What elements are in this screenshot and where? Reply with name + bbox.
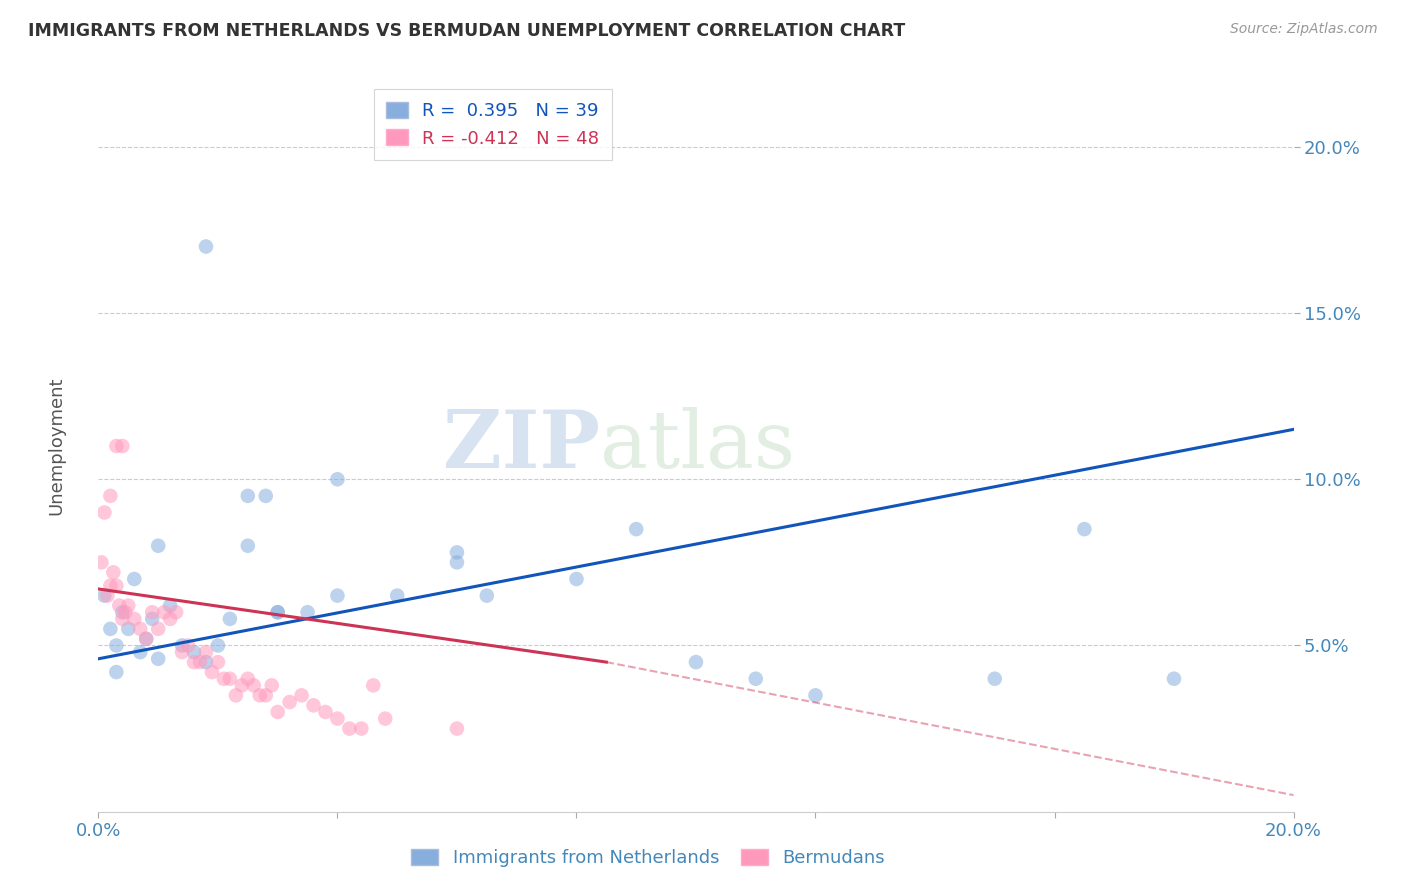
Point	[339, 722, 360, 736]
Point	[475, 589, 498, 603]
Point	[98, 622, 122, 636]
Point	[188, 655, 211, 669]
Point	[624, 522, 647, 536]
Point	[194, 645, 218, 659]
Point	[446, 722, 468, 736]
Point	[685, 655, 707, 669]
Point	[117, 622, 139, 636]
Point	[219, 672, 242, 686]
Point	[363, 678, 385, 692]
Point	[385, 589, 409, 603]
Point	[236, 539, 259, 553]
Legend: Immigrants from Netherlands, Bermudans: Immigrants from Netherlands, Bermudans	[402, 839, 894, 876]
Text: IMMIGRANTS FROM NETHERLANDS VS BERMUDAN UNEMPLOYMENT CORRELATION CHART: IMMIGRANTS FROM NETHERLANDS VS BERMUDAN …	[28, 22, 905, 40]
Point	[236, 672, 259, 686]
Point	[1163, 672, 1185, 686]
Point	[129, 645, 152, 659]
Point	[105, 665, 128, 679]
Point	[172, 639, 194, 653]
Point	[326, 589, 349, 603]
Point	[153, 605, 176, 619]
Point	[212, 672, 235, 686]
Point	[446, 555, 468, 569]
Point	[135, 632, 157, 646]
Point	[267, 705, 290, 719]
Text: atlas: atlas	[600, 407, 796, 485]
Point	[267, 605, 290, 619]
Point	[148, 622, 170, 636]
Point	[141, 612, 163, 626]
Point	[236, 489, 259, 503]
Point	[105, 439, 128, 453]
Point	[326, 472, 349, 486]
Point	[124, 572, 146, 586]
Point	[111, 605, 134, 619]
Point	[117, 599, 139, 613]
Point	[148, 652, 170, 666]
Point	[194, 655, 218, 669]
Point	[124, 612, 146, 626]
Point	[249, 689, 271, 703]
Point	[111, 612, 134, 626]
Point	[148, 539, 170, 553]
Point	[219, 612, 242, 626]
Point	[177, 639, 200, 653]
Point	[983, 672, 1005, 686]
Point	[141, 605, 163, 619]
Point	[446, 545, 468, 559]
Point	[183, 655, 205, 669]
Point	[159, 612, 181, 626]
Text: ZIP: ZIP	[443, 407, 600, 485]
Point	[254, 689, 277, 703]
Point	[374, 712, 396, 726]
Point	[159, 599, 181, 613]
Point	[207, 639, 229, 653]
Point	[297, 605, 319, 619]
Point	[194, 239, 218, 253]
Point	[278, 695, 301, 709]
Point	[315, 705, 337, 719]
Point	[96, 589, 118, 603]
Point	[565, 572, 588, 586]
Point	[745, 672, 768, 686]
Point	[254, 489, 277, 503]
Point	[172, 645, 194, 659]
Point	[302, 698, 325, 713]
Point	[1073, 522, 1095, 536]
Point	[165, 605, 187, 619]
Point	[129, 622, 152, 636]
Point	[243, 678, 266, 692]
Point	[350, 722, 373, 736]
Point	[231, 678, 253, 692]
Point	[201, 665, 224, 679]
Point	[114, 605, 136, 619]
Text: Source: ZipAtlas.com: Source: ZipAtlas.com	[1230, 22, 1378, 37]
Point	[260, 678, 283, 692]
Point	[93, 506, 115, 520]
Point	[105, 639, 128, 653]
Point	[93, 589, 115, 603]
Point	[804, 689, 827, 703]
Point	[225, 689, 247, 703]
Point	[267, 605, 290, 619]
Point	[103, 566, 125, 580]
Point	[111, 439, 134, 453]
Point	[108, 599, 131, 613]
Point	[98, 579, 122, 593]
Point	[90, 555, 112, 569]
Text: Unemployment: Unemployment	[48, 376, 65, 516]
Point	[326, 712, 349, 726]
Point	[135, 632, 157, 646]
Point	[105, 579, 128, 593]
Point	[98, 489, 122, 503]
Point	[290, 689, 312, 703]
Point	[207, 655, 229, 669]
Point	[183, 645, 205, 659]
